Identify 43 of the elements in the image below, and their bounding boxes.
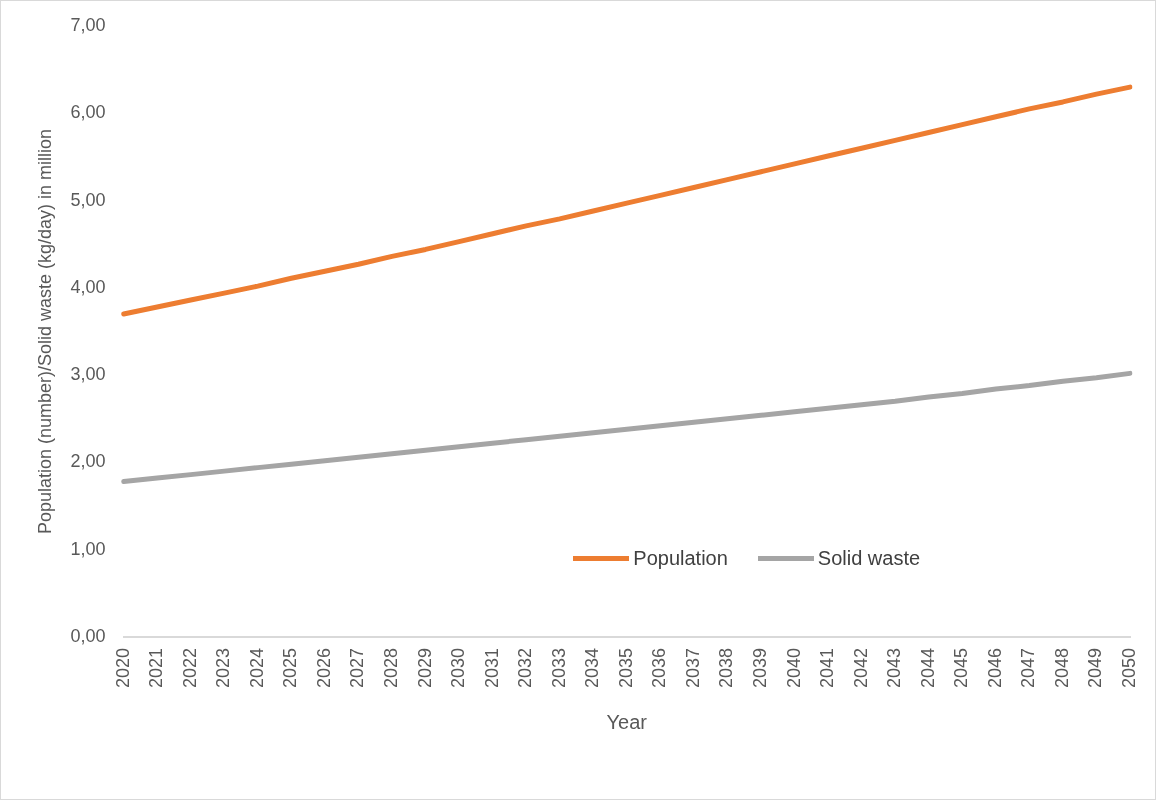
x-tick-label: 2044: [917, 647, 938, 688]
x-tick-label: 2030: [448, 647, 469, 688]
x-tick-label: 2026: [313, 647, 334, 688]
x-tick-label: 2042: [850, 647, 871, 688]
x-tick-label: 2024: [246, 647, 267, 688]
y-tick-label: 3,00: [70, 364, 106, 385]
x-tick-label: 2028: [380, 647, 401, 688]
x-tick-label: 2047: [1018, 647, 1039, 688]
x-tick-label: 2021: [146, 647, 167, 688]
x-tick-label: 2045: [951, 647, 972, 688]
x-tick-label: 2020: [112, 647, 133, 688]
x-tick-label: 2022: [179, 647, 200, 688]
y-tick-label: 6,00: [70, 102, 106, 123]
y-tick-label: 4,00: [70, 276, 106, 297]
x-tick-label: 2035: [615, 647, 636, 688]
x-tick-label: 2050: [1118, 647, 1139, 688]
x-tick-label: 2039: [749, 647, 770, 688]
x-tick-label: 2029: [414, 647, 435, 688]
x-tick-label: 2036: [649, 647, 670, 688]
legend-label: Population: [633, 547, 728, 571]
x-tick-label: 2048: [1051, 647, 1072, 688]
x-tick-label: 2025: [280, 647, 301, 688]
y-tick-label: 2,00: [70, 451, 106, 472]
x-axis-title: Year: [606, 710, 648, 733]
x-tick-label: 2040: [783, 647, 804, 688]
x-tick-label: 2037: [682, 647, 703, 688]
y-tick-label: 5,00: [70, 189, 106, 210]
x-tick-label: 2038: [716, 647, 737, 688]
y-tick-label: 0,00: [70, 625, 106, 646]
x-tick-label: 2049: [1085, 647, 1106, 688]
x-tick-label: 2031: [481, 647, 502, 688]
x-tick-label: 2033: [548, 647, 569, 688]
y-axis-title: Population (number)/Solid waste (kg/day) in million: [34, 128, 55, 535]
x-tick-label: 2034: [582, 647, 603, 688]
y-tick-label: 7,00: [70, 14, 106, 35]
y-tick-label: 1,00: [70, 538, 106, 559]
x-tick-label: 2032: [515, 647, 536, 688]
x-tick-label: 2046: [984, 647, 1005, 688]
legend-label: Solid waste: [817, 547, 921, 571]
x-tick-label: 2023: [213, 647, 234, 688]
x-tick-label: 2041: [817, 647, 838, 688]
x-tick-label: 2043: [884, 647, 905, 688]
x-tick-label: 2027: [347, 647, 368, 688]
